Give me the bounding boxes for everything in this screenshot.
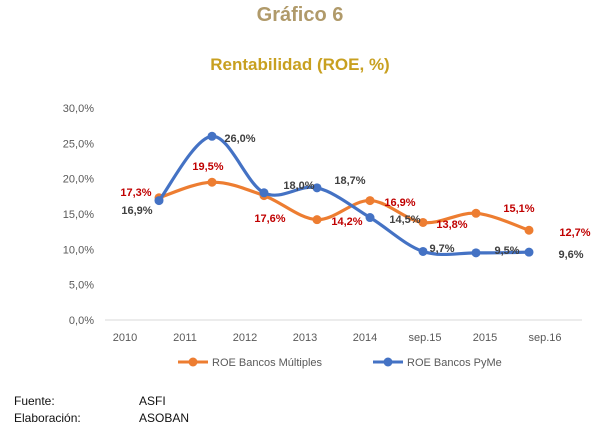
data-point xyxy=(207,177,217,187)
data-label: 16,9% xyxy=(384,197,415,209)
elaboration-value: ASOBAN xyxy=(139,411,190,425)
data-point xyxy=(207,131,217,141)
data-label: 18,7% xyxy=(334,175,365,187)
data-label: 19,5% xyxy=(192,161,223,173)
x-tick-label: 2012 xyxy=(233,332,257,344)
data-label: 16,9% xyxy=(121,205,152,217)
source-label: Fuente: xyxy=(14,394,55,408)
y-tick-label: 30,0% xyxy=(63,103,94,115)
data-point xyxy=(312,183,322,193)
source-value: ASFI xyxy=(139,394,166,408)
data-label: 14,2% xyxy=(331,216,362,228)
data-label: 9,6% xyxy=(558,249,583,261)
data-point xyxy=(259,188,269,198)
data-point xyxy=(471,248,481,258)
data-point xyxy=(154,196,164,206)
x-tick-label: 2011 xyxy=(173,332,197,344)
data-point xyxy=(365,196,375,206)
data-label: 15,1% xyxy=(503,203,534,215)
data-label: 12,7% xyxy=(559,227,590,239)
data-point xyxy=(418,246,428,256)
chart-title: Rentabilidad (ROE, %) xyxy=(210,55,390,74)
legend-label: ROE Bancos PyMe xyxy=(407,357,502,369)
data-point xyxy=(471,208,481,218)
data-label: 17,6% xyxy=(254,213,285,225)
data-label: 13,8% xyxy=(436,219,467,231)
y-tick-label: 0,0% xyxy=(69,315,94,327)
x-tick-label: 2013 xyxy=(293,332,317,344)
legend-label: ROE Bancos Múltiples xyxy=(212,357,323,369)
figure-number: Gráfico 6 xyxy=(256,4,344,26)
x-tick-label: 2010 xyxy=(113,332,137,344)
data-label: 9,7% xyxy=(429,243,454,255)
x-tick-label: 2015 xyxy=(473,332,497,344)
series-line-pyme xyxy=(157,134,530,257)
elaboration-label: Elaboración: xyxy=(14,411,81,425)
data-label: 17,3% xyxy=(120,187,151,199)
data-point xyxy=(524,225,534,235)
data-label: 14,5% xyxy=(389,214,420,226)
data-label: 26,0% xyxy=(224,133,255,145)
data-label: 9,5% xyxy=(494,245,519,257)
data-point xyxy=(312,215,322,225)
x-tick-label: sep.16 xyxy=(528,332,561,344)
y-tick-label: 10,0% xyxy=(63,244,94,256)
y-tick-label: 15,0% xyxy=(63,209,94,221)
y-tick-label: 20,0% xyxy=(63,174,94,186)
y-tick-label: 5,0% xyxy=(69,280,94,292)
data-point xyxy=(365,213,375,223)
x-tick-label: 2014 xyxy=(353,332,377,344)
data-label: 18,0% xyxy=(283,180,314,192)
legend-marker xyxy=(383,357,393,367)
data-point xyxy=(418,217,428,227)
y-tick-label: 25,0% xyxy=(63,138,94,150)
data-point xyxy=(524,247,534,257)
legend-marker xyxy=(188,357,198,367)
x-tick-label: sep.15 xyxy=(408,332,441,344)
